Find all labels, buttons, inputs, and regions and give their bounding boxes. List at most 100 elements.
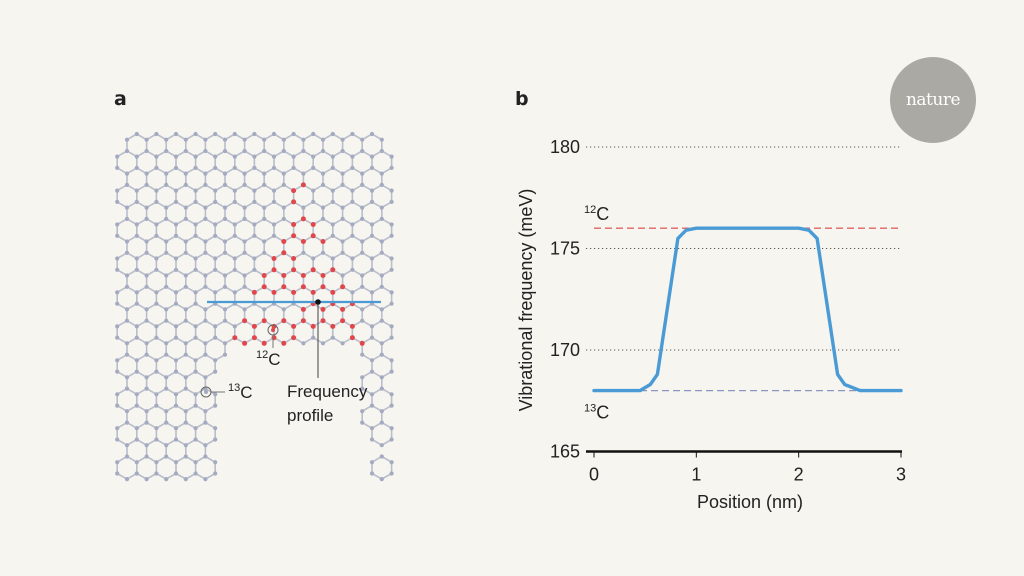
c13-atom [379,216,384,221]
c12-atom [251,289,257,295]
c12-atom [261,340,267,346]
c13-atom [360,375,365,380]
y-tick-label: 165 [550,442,580,462]
x-tick-label: 2 [794,465,804,485]
c13-atom [369,324,375,329]
c13-atom [164,182,169,187]
c13-atom [301,171,306,176]
c13-atom [271,222,277,227]
y-tick-label: 170 [550,340,580,360]
c12-label: 12C [256,349,281,369]
c13-atom [183,318,188,323]
c13-atom [173,199,179,204]
c13-atom [183,171,188,176]
c13-atom [115,267,120,272]
c13-atom [154,392,159,397]
c13-atom [389,188,394,193]
c13-atom [252,199,257,204]
c13-atom [379,284,384,289]
c13-atom [340,205,345,210]
c13-atom [124,171,130,176]
c13-atom [213,437,218,442]
c13-atom [262,137,267,142]
c13-atom [311,256,316,261]
c13-atom [203,477,208,482]
c13-atom [242,137,247,142]
c13-atom [281,137,286,142]
c13-atom [213,256,218,261]
c13-atom [164,443,169,448]
c13-atom [213,335,218,340]
c13-atom [203,171,208,176]
c12-atom [300,306,306,312]
c13-atom [134,426,139,431]
c13-atom [115,256,120,261]
c13-atom [193,324,198,329]
c13-atom [124,307,130,312]
c13-atom [320,171,326,176]
c12-atom [291,222,297,227]
c13-atom [213,188,218,193]
c13-atom [115,437,120,442]
c13-atom [134,267,139,272]
c13-atom [183,409,188,414]
y-axis-label: Vibrational frequency (meV) [516,189,536,412]
series-line-frequency-profile [592,226,903,393]
c13-atom [281,216,286,221]
c13-atom [291,165,296,170]
c13-atom [369,403,375,408]
c13-atom [281,171,286,176]
c13-atom [242,284,247,289]
c13-atom [301,250,306,255]
c13-atom [379,443,384,448]
c13-atom [311,165,316,170]
c13-atom [379,454,384,459]
c13-atom [173,267,179,272]
c13-atom [340,250,345,255]
c13-atom [173,460,179,465]
c13-atom [124,386,130,391]
c13-atom [144,454,149,459]
c13-atom [203,352,208,357]
c12-atom [261,273,267,278]
c13-atom [115,403,120,408]
c13-atom [389,426,394,431]
c13-atom [154,369,159,374]
c12-atom [271,256,277,261]
c13-atom [144,148,149,154]
c13-atom [124,352,130,357]
c13-atom [369,426,375,431]
c13-atom [144,205,149,210]
profile-pointer-dot [315,299,321,305]
c13-atom [164,420,169,425]
c12-atom [330,267,336,273]
c12-atom [291,188,297,194]
c13-atom [330,188,335,193]
c13-atom [379,182,384,187]
c13-atom [360,250,365,255]
c13-atom [183,443,188,448]
c13-atom [183,307,188,312]
c13-atom [193,358,198,363]
c13-atom [134,301,139,306]
c13-atom [222,250,228,255]
c13-atom [222,148,228,154]
c12-atom [310,233,316,239]
c12-atom [340,318,346,324]
c13-atom [183,148,188,154]
c13-atom [164,148,169,154]
c12-atom [242,318,248,324]
c13-atom [164,250,169,255]
c13-atom [320,137,326,142]
c13-atom [173,403,179,408]
c13-atom [115,471,120,476]
c13-atom [389,403,394,408]
c13-atom [164,273,169,278]
c13-atom [144,341,149,346]
c13-atom [173,290,179,295]
c12-atom [310,289,316,295]
c13-atom [144,182,149,187]
c13-atom [379,137,384,142]
c13-atom [311,335,316,340]
c13-atom [340,171,345,176]
